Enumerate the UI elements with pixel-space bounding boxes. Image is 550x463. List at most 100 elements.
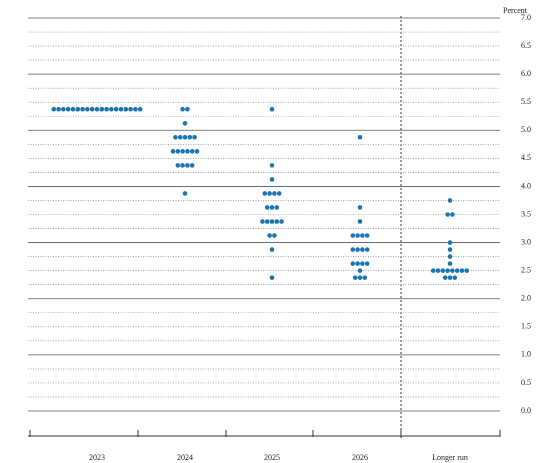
- dot: [452, 275, 458, 280]
- dot: [94, 106, 100, 112]
- dot: [269, 219, 275, 224]
- dot: [182, 120, 188, 126]
- dot: [269, 177, 275, 182]
- dot: [175, 163, 181, 168]
- dot: [264, 205, 270, 210]
- y-axis-label: Percent: [503, 6, 528, 15]
- dot: [355, 247, 360, 252]
- dot: [355, 261, 360, 266]
- dot: [170, 149, 176, 154]
- x-tick-label: 2025: [264, 453, 280, 462]
- dot: [442, 275, 448, 280]
- dot: [450, 268, 455, 273]
- y-tick-label: 2.0: [521, 294, 531, 303]
- dot: [180, 163, 185, 168]
- y-tick-label: 0.5: [521, 378, 531, 387]
- dot: [180, 149, 185, 154]
- dot: [104, 106, 109, 112]
- dot: [272, 233, 277, 238]
- dot: [272, 191, 277, 196]
- dot: [357, 205, 363, 210]
- dot: [185, 106, 190, 112]
- dot: [187, 135, 193, 140]
- dot: [118, 106, 124, 112]
- dot: [80, 106, 85, 112]
- dot: [51, 106, 57, 112]
- dot: [185, 163, 190, 168]
- dot: [269, 163, 275, 168]
- dot: [269, 205, 275, 210]
- dot: [180, 106, 185, 112]
- dot: [274, 205, 280, 210]
- dot: [447, 275, 453, 280]
- dot: [445, 268, 450, 273]
- dot: [267, 191, 272, 196]
- dot: [189, 163, 195, 168]
- dot: [447, 261, 453, 266]
- dot: [350, 233, 356, 238]
- dot: [173, 135, 178, 140]
- dot: [85, 106, 90, 112]
- y-tick-label: 0.0: [521, 406, 531, 415]
- dot: [430, 268, 436, 273]
- dot: [279, 219, 284, 224]
- dot: [137, 106, 143, 112]
- dot: [360, 247, 365, 252]
- dot: [360, 233, 365, 238]
- x-tick-label: 2026: [352, 453, 368, 462]
- y-tick-label: 5.0: [521, 125, 531, 134]
- y-tick-label: 3.0: [521, 237, 531, 246]
- x-tick-label: Longer run: [432, 453, 468, 462]
- dot: [459, 268, 465, 273]
- dot: [357, 275, 363, 280]
- dot: [447, 198, 453, 203]
- dot: [56, 106, 61, 112]
- dot: [65, 106, 71, 112]
- dot: [61, 106, 66, 112]
- dot: [355, 233, 360, 238]
- dot: [264, 219, 270, 224]
- dot: [128, 106, 133, 112]
- dot: [99, 106, 105, 112]
- dot: [447, 254, 453, 259]
- dot: [269, 275, 275, 280]
- dot: [192, 135, 197, 140]
- dot: [75, 106, 81, 112]
- dot: [447, 247, 453, 252]
- dot: [352, 275, 358, 280]
- dot: [357, 268, 363, 273]
- dot: [194, 149, 200, 154]
- dot: [350, 261, 356, 266]
- y-tick-label: 1.5: [521, 322, 531, 331]
- dot: [185, 149, 190, 154]
- dot: [182, 135, 188, 140]
- dot: [113, 106, 119, 112]
- y-tick-label: 4.0: [521, 181, 531, 190]
- dot: [262, 191, 268, 196]
- y-tick-label: 5.5: [521, 97, 531, 106]
- dot: [445, 212, 450, 217]
- dot: [362, 275, 368, 280]
- dot: [89, 106, 95, 112]
- y-tick-label: 1.0: [521, 350, 531, 359]
- dot: [177, 135, 183, 140]
- dot: [70, 106, 76, 112]
- dot: [267, 233, 272, 238]
- dot: [440, 268, 446, 273]
- dot: [447, 240, 453, 245]
- dot: [357, 219, 363, 224]
- y-tick-label: 2.5: [521, 265, 531, 274]
- x-tick-label: 2023: [89, 453, 105, 462]
- y-tick-label: 3.5: [521, 209, 531, 218]
- dot: [269, 247, 275, 252]
- dot: [364, 261, 370, 266]
- dot: [123, 106, 129, 112]
- x-tick-label: 2024: [177, 453, 193, 462]
- dot: [364, 247, 370, 252]
- dot: [133, 106, 138, 112]
- dot: [269, 106, 275, 112]
- dot: [276, 191, 282, 196]
- dot: [109, 106, 114, 112]
- dot: [357, 135, 363, 140]
